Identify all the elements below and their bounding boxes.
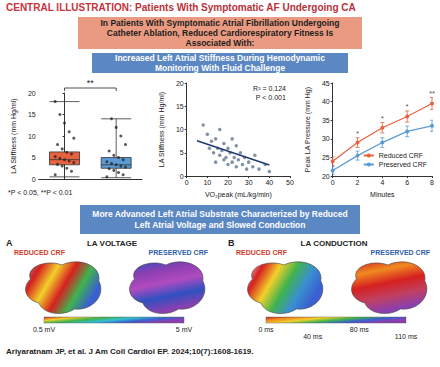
svg-text:Reduced CRF: Reduced CRF [379, 152, 423, 159]
svg-text:5 mV: 5 mV [176, 326, 193, 333]
svg-text:Minutes: Minutes [370, 191, 395, 198]
svg-text:*: * [356, 129, 359, 138]
svg-text:**: ** [87, 78, 95, 88]
svg-text:0: 0 [32, 176, 36, 183]
svg-text:15: 15 [28, 111, 36, 118]
svg-text:LA Stiffness (mm Hg/ml): LA Stiffness (mm Hg/ml) [10, 98, 18, 173]
svg-text:40: 40 [322, 98, 330, 105]
svg-text:0.5 mV: 0.5 mV [33, 326, 56, 333]
svg-text:P < 0.001: P < 0.001 [256, 94, 286, 101]
svg-text:R² = 0.124: R² = 0.124 [253, 85, 286, 92]
svg-text:REDUCED CRF: REDUCED CRF [14, 249, 66, 256]
html-text:*P < 0.05, **P < 0.01: *P < 0.05, **P < 0.01 [8, 189, 73, 196]
svg-text:10: 10 [28, 133, 36, 140]
svg-text:Peak LA Pressure (mm Hg): Peak LA Pressure (mm Hg) [304, 87, 312, 172]
svg-text:0: 0 [185, 179, 189, 186]
html-text:In Patients With Symptomatic A: In Patients With Symptomatic Atrial Fibr… [100, 17, 340, 49]
svg-text:110 ms: 110 ms [395, 333, 418, 340]
svg-text:0 ms: 0 ms [258, 326, 274, 333]
svg-text:8: 8 [430, 179, 434, 186]
svg-text:PRESERVED CRF: PRESERVED CRF [371, 249, 431, 256]
svg-text:B: B [228, 238, 235, 248]
svg-text:4: 4 [380, 179, 384, 186]
svg-text:35: 35 [322, 117, 330, 124]
html-text:More Advanced Left Atrial Subs: More Advanced Left Atrial Substrate Char… [92, 209, 348, 230]
svg-text:30: 30 [322, 135, 330, 142]
svg-text:*: * [406, 102, 409, 111]
svg-text:20: 20 [224, 179, 232, 186]
svg-text:LA VOLTAGE: LA VOLTAGE [87, 239, 138, 248]
svg-text:15: 15 [176, 103, 184, 110]
svg-text:20: 20 [28, 90, 36, 97]
svg-text:10: 10 [203, 179, 211, 186]
svg-text:A: A [6, 238, 13, 248]
svg-text:20: 20 [176, 80, 184, 87]
svg-text:LA Stiffness (mm Hg/ml): LA Stiffness (mm Hg/ml) [158, 92, 166, 167]
svg-text:*: * [381, 114, 384, 123]
svg-text:2: 2 [356, 179, 360, 186]
svg-text:0: 0 [331, 179, 335, 186]
svg-text:45: 45 [322, 80, 330, 87]
svg-text:5: 5 [32, 154, 36, 161]
svg-text:5: 5 [180, 149, 184, 156]
svg-text:PRESERVED CRF: PRESERVED CRF [149, 249, 209, 256]
svg-text:Preserved CRF: Preserved CRF [379, 161, 427, 168]
svg-text:25: 25 [322, 154, 330, 161]
svg-text:80 ms: 80 ms [350, 326, 370, 333]
svg-text:30: 30 [245, 179, 253, 186]
svg-text:REDUCED CRF: REDUCED CRF [236, 249, 288, 256]
svg-text:**: ** [429, 89, 435, 98]
svg-text:0: 0 [180, 173, 184, 180]
html-text:Increased Left Atrial Stiffnes: Increased Left Atrial Stiffness During H… [115, 52, 325, 73]
svg-text:40: 40 [265, 179, 273, 186]
svg-text:VO₂peak (mL/kg/min): VO₂peak (mL/kg/min) [205, 191, 272, 199]
svg-text:LA CONDUCTION: LA CONDUCTION [301, 239, 368, 248]
svg-text:50: 50 [286, 179, 294, 186]
html-text:CENTRAL ILLUSTRATION: Patients: CENTRAL ILLUSTRATION: Patients With Symp… [6, 2, 356, 13]
html-text:Ariyaratnam JP, et al. J Am Co: Ariyaratnam JP, et al. J Am Coll Cardiol… [6, 347, 254, 356]
svg-text:6: 6 [405, 179, 409, 186]
svg-text:40 ms: 40 ms [303, 333, 323, 340]
svg-text:20: 20 [322, 173, 330, 180]
svg-text:10: 10 [176, 126, 184, 133]
